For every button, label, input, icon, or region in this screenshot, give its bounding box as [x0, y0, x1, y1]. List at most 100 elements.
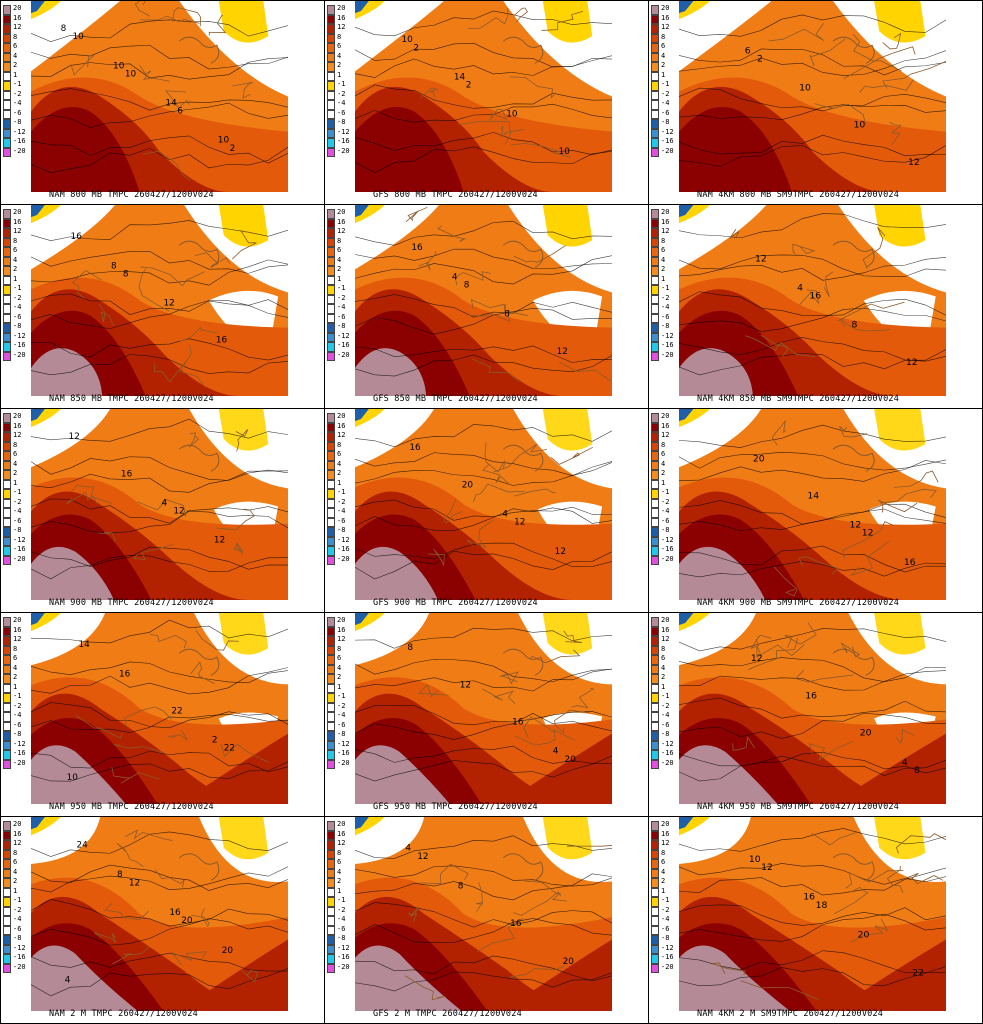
contour-label: 8 [504, 310, 510, 320]
legend-entry: 12 [3, 23, 29, 34]
legend-label: -8 [13, 322, 22, 330]
legend-label: 8 [661, 236, 666, 245]
legend-label: 20 [661, 412, 670, 420]
legend-entry: -16 [3, 749, 29, 760]
legend-swatch [327, 944, 335, 954]
legend-entry: -20 [651, 963, 677, 973]
map-panel-6: 20 16 12 8 6 4 2 1 -1 -2 -4 -6 -8 -12 -16 -20 4 8 12 12 16 NA… [648, 204, 983, 409]
legend-entry: 6 [327, 246, 353, 257]
panel-title: NAM 4KM 800 MB SM9TMPC 260427/1200V024 [697, 190, 900, 200]
legend-entry: 16 [651, 422, 677, 432]
legend-swatch [3, 304, 11, 314]
legend-label: -2 [13, 701, 22, 710]
legend-entry: -2 [327, 90, 353, 100]
legend-entry: -20 [651, 759, 677, 769]
legend-swatch [651, 14, 659, 24]
legend-label: -8 [661, 934, 670, 942]
legend-label: -4 [13, 711, 22, 719]
legend-swatch [3, 645, 11, 655]
legend-label: 1 [13, 70, 18, 79]
temperature-map: 8 12 16 16 8 [31, 205, 288, 396]
legend-swatch [327, 954, 335, 964]
legend-swatch [651, 24, 659, 34]
legend-swatch [327, 498, 335, 508]
legend-entry: -16 [3, 341, 29, 352]
legend-entry: 4 [651, 256, 677, 266]
legend-label: -6 [337, 720, 346, 729]
legend-entry: 20 [651, 4, 677, 15]
legend-label: 2 [661, 877, 666, 885]
legend-label: 6 [13, 246, 18, 254]
legend-label: 8 [13, 32, 18, 41]
legend-swatch [327, 740, 335, 750]
legend-entry: 4 [327, 868, 353, 878]
legend-entry: 2 [651, 61, 677, 72]
legend-entry: -20 [327, 759, 353, 769]
legend-swatch [327, 626, 335, 636]
contour-label: 16 [512, 718, 524, 728]
legend-entry: -1 [327, 692, 353, 703]
legend-entry: 16 [3, 14, 29, 24]
legend-label: 16 [661, 217, 670, 226]
legend-swatch [651, 128, 659, 138]
contour-label: 12 [460, 680, 471, 690]
legend-swatch [3, 897, 11, 907]
legend-entry: -16 [651, 137, 677, 148]
legend-entry: 12 [327, 23, 353, 34]
legend-swatch [3, 664, 11, 674]
legend-entry: 2 [3, 265, 29, 276]
map-canvas: 4 8 12 12 16 [679, 205, 946, 396]
legend-entry: -12 [651, 536, 677, 546]
legend-swatch [3, 906, 11, 916]
legend-swatch [327, 147, 335, 157]
legend-entry: -8 [651, 934, 677, 945]
legend-entry: -20 [3, 963, 29, 973]
legend-entry: -2 [3, 906, 29, 916]
legend-label: 6 [337, 246, 342, 254]
legend-swatch [651, 655, 659, 665]
legend-entry: -8 [3, 526, 29, 537]
legend-label: 12 [661, 635, 670, 643]
temperature-map: 4 12 16 20 8 [679, 613, 946, 804]
contour-label: 12 [173, 506, 184, 516]
contour-label: 12 [214, 536, 225, 546]
legend-swatch [327, 237, 335, 247]
legend-swatch [327, 413, 335, 423]
contour-label: 4 [797, 284, 803, 294]
legend-swatch [651, 313, 659, 323]
legend-label: -20 [13, 146, 26, 155]
legend-swatch [651, 546, 659, 556]
legend-swatch [651, 536, 659, 546]
legend-label: 16 [13, 625, 22, 634]
legend-entry: 2 [327, 469, 353, 480]
legend-swatch [327, 645, 335, 655]
legend-label: -20 [337, 962, 350, 971]
legend-swatch [327, 702, 335, 712]
color-legend: 20 16 12 8 6 4 2 1 -1 -2 -4 -6 -8 -12 -16 -20 [651, 208, 677, 361]
legend-entry: -12 [327, 128, 353, 138]
legend-label: -8 [661, 526, 670, 534]
legend-entry: 4 [3, 460, 29, 470]
legend-entry: 1 [327, 683, 353, 693]
legend-label: 6 [661, 858, 666, 866]
legend-swatch [3, 963, 11, 973]
legend-label: 20 [661, 208, 670, 216]
legend-entry: 4 [327, 52, 353, 62]
legend-swatch [651, 954, 659, 964]
legend-entry: 6 [3, 654, 29, 665]
legend-swatch [3, 342, 11, 352]
legend-entry: 20 [327, 4, 353, 15]
temperature-map: 12 16 20 14 12 [679, 409, 946, 600]
legend-label: -1 [13, 80, 22, 88]
legend-label: 12 [337, 635, 346, 643]
legend-label: 2 [661, 61, 666, 69]
contour-label: 8 [464, 280, 470, 290]
legend-swatch [651, 674, 659, 684]
legend-label: 20 [661, 616, 670, 624]
legend-label: 16 [13, 421, 22, 430]
panel-title: NAM 2 M TMPC 260427/1200V024 [49, 1009, 198, 1019]
legend-entry: 1 [651, 71, 677, 81]
contour-label: 2 [230, 144, 236, 154]
legend-entry: -1 [3, 488, 29, 499]
